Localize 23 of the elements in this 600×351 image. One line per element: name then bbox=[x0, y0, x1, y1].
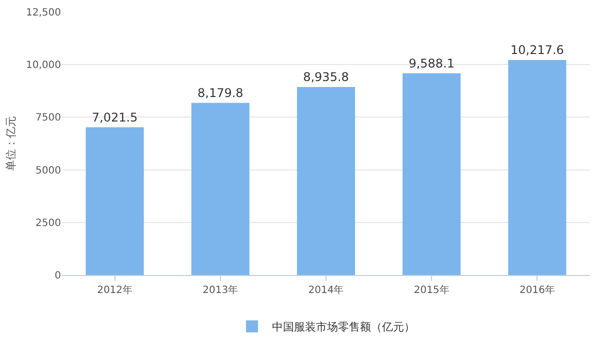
data-label: 10,217.6 bbox=[510, 43, 564, 58]
bar bbox=[508, 60, 566, 275]
data-label: 8,179.8 bbox=[197, 86, 244, 100]
x-tick-label: 2012年 bbox=[97, 284, 133, 296]
bar bbox=[402, 73, 461, 275]
bar bbox=[296, 86, 356, 275]
data-label: 9,588.1 bbox=[408, 56, 455, 70]
y-tick-label: 12,500 bbox=[26, 8, 61, 18]
x-tick-label: 2014年 bbox=[308, 284, 344, 296]
data-label: 8,935.8 bbox=[303, 70, 349, 84]
y-tick-label: 10,000 bbox=[26, 60, 61, 72]
y-axis-title: 单位：亿元 bbox=[4, 116, 18, 171]
y-tick-label: 5000 bbox=[36, 165, 61, 176]
bar bbox=[86, 127, 144, 275]
x-tick-label: 2016年 bbox=[519, 284, 555, 296]
data-label: 7,021.5 bbox=[92, 110, 138, 124]
y-tick-label: 7500 bbox=[36, 112, 61, 124]
y-tick-label: 2500 bbox=[36, 218, 61, 229]
y-tick-label: 0 bbox=[54, 270, 61, 282]
x-tick-label: 2013年 bbox=[202, 284, 238, 296]
bar bbox=[191, 102, 250, 275]
x-tick-label: 2015年 bbox=[414, 284, 450, 296]
legend-label: 中国服装市场零售额（亿元） bbox=[272, 320, 415, 334]
